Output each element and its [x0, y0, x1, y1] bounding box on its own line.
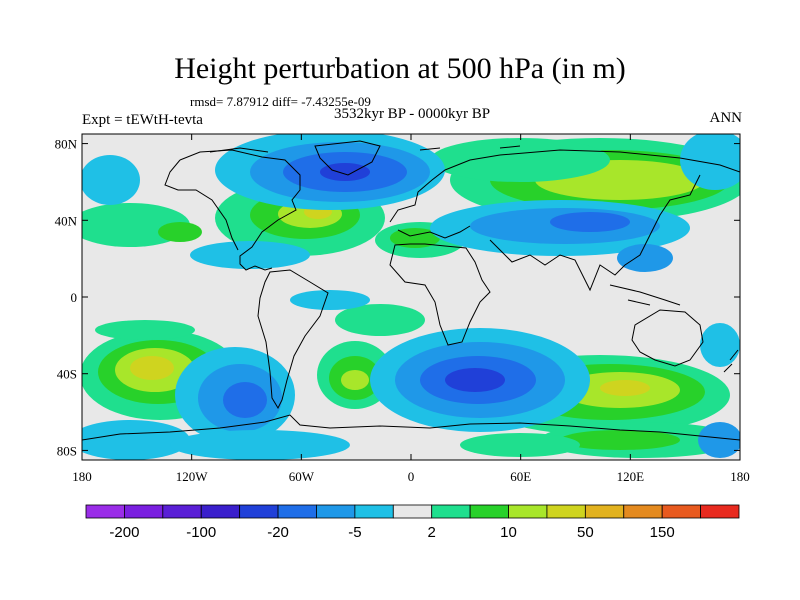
colorbar-swatch	[277, 504, 317, 519]
colorbar-label: 50	[577, 524, 594, 541]
colorbar-swatch	[508, 504, 548, 519]
colorbar-swatch	[700, 504, 740, 519]
colorbar-swatch	[546, 504, 586, 519]
x-tick-label: 60E	[510, 469, 531, 484]
colorbar-label: 10	[500, 524, 517, 541]
y-tick-label: 80S	[57, 443, 77, 458]
asia-coast	[489, 149, 740, 292]
x-tick-label: 180	[730, 469, 750, 484]
y-tick-label: 40N	[55, 213, 78, 228]
coastlines	[82, 140, 740, 441]
south-america-coast	[257, 269, 329, 410]
season-label: ANN	[709, 110, 743, 126]
colorbar-label: 150	[650, 524, 675, 541]
colorbar-swatch	[431, 504, 471, 519]
arctic-islands	[209, 145, 521, 153]
experiment-label: Expt = tEWtH-tevta	[82, 112, 203, 128]
colorbar-swatch	[124, 504, 164, 519]
y-tick-label: 40S	[57, 367, 77, 382]
colorbar-swatch	[661, 504, 701, 519]
colorbar-swatch	[623, 504, 663, 519]
colorbar-swatch	[354, 504, 394, 519]
y-tick-label: 80N	[55, 137, 78, 152]
axis-ticks: 180 120W 60W 0 60E 120E 180 80N 40N 0 40S 80S	[55, 134, 750, 484]
x-tick-label: 120W	[176, 469, 209, 484]
subtitle: 3532kyr BP - 0000kyr BP	[333, 106, 491, 122]
colorbar-swatch	[469, 504, 509, 519]
north-america-coast	[164, 149, 301, 271]
y-tick-label: 0	[71, 290, 78, 305]
colorbar-swatch	[200, 504, 241, 519]
contour-field	[82, 134, 740, 460]
colorbar-label: -5	[348, 524, 361, 541]
new-zealand-coast	[723, 349, 739, 373]
colorbar-swatch	[316, 504, 356, 519]
colorbar-label: -20	[267, 524, 289, 541]
stats-line: rmsd= 7.87912 diff= -7.43255e-09	[190, 94, 371, 109]
africa-coast	[389, 243, 491, 346]
x-tick-label: 120E	[617, 469, 645, 484]
greenland-coast	[314, 140, 381, 176]
colorbar-label: -100	[186, 524, 216, 541]
x-tick-label: 60W	[289, 469, 315, 484]
colorbar-label: -200	[109, 524, 139, 541]
colorbar-swatch	[162, 504, 202, 519]
maritime-asia-coast	[609, 284, 681, 306]
colorbar-label: 2	[428, 524, 436, 541]
negative-anomaly-sh	[82, 290, 740, 460]
australia-coast	[631, 309, 704, 367]
x-tick-label: 0	[408, 469, 415, 484]
colorbar-swatch	[392, 504, 433, 519]
colorbar-swatch	[584, 504, 625, 519]
x-tick-label: 180	[72, 469, 92, 484]
colorbar: -200 -100 -20 -5 2 10 50 150	[85, 504, 740, 541]
colorbar-swatch	[85, 504, 125, 519]
colorbar-swatch	[239, 504, 279, 519]
antarctica-coast	[82, 414, 740, 441]
map-title: Height perturbation at 500 hPa (in m)	[174, 52, 626, 85]
europe-coast	[389, 154, 501, 239]
